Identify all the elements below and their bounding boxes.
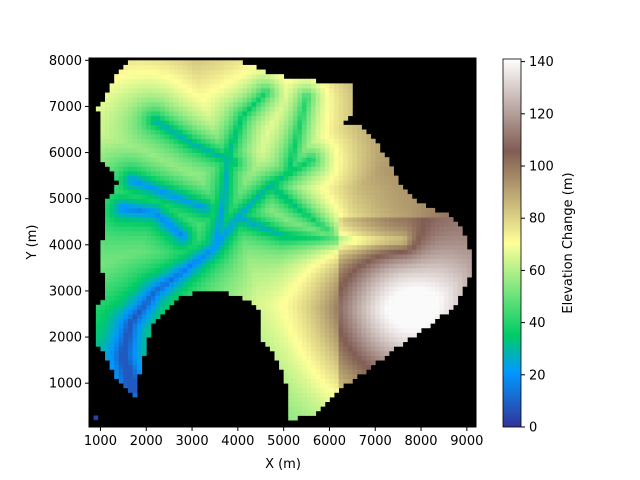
colorbar-label: Elevation Change (m): [561, 172, 576, 313]
elevation-raster: [93, 60, 472, 421]
x-tick-label: 2000: [130, 434, 163, 449]
y-axis: 1000 2000 3000 4000 5000 6000 7000 8000: [49, 54, 89, 392]
y-tick-label: 6000: [49, 146, 82, 161]
plot-frame: [88, 57, 477, 428]
x-tick-label: 1000: [84, 434, 117, 449]
x-tick-label: 4000: [221, 434, 254, 449]
y-tick-label: 4000: [49, 238, 82, 253]
colorbar-axis: 0 20 40 60 80 100 120 140: [521, 55, 554, 436]
colorbar-tick-label: 60: [529, 264, 546, 279]
colorbar-tick-label: 20: [529, 368, 546, 383]
x-tick-label: 8000: [404, 434, 437, 449]
x-axis-label: X (m): [265, 457, 301, 472]
x-tick-label: 5000: [267, 434, 300, 449]
x-axis: 1000 2000 3000 4000 5000 6000 7000 8000 9000: [84, 427, 483, 449]
y-axis-label: Y (m): [25, 225, 40, 261]
y-tick-label: 7000: [49, 100, 82, 115]
colorbar-tick-label: 40: [529, 316, 546, 331]
colorbar-tick-label: 0: [529, 421, 537, 436]
colorbar: [502, 58, 522, 428]
y-tick-label: 1000: [49, 377, 82, 392]
x-tick-label: 3000: [176, 434, 209, 449]
x-tick-label: 9000: [450, 434, 483, 449]
colorbar-tick-label: 100: [529, 160, 554, 175]
colorbar-tick-label: 140: [529, 55, 554, 70]
y-tick-label: 3000: [49, 284, 82, 299]
colorbar-tick-label: 120: [529, 107, 554, 122]
x-tick-label: 6000: [313, 434, 346, 449]
y-tick-label: 2000: [49, 331, 82, 346]
y-tick-label: 5000: [49, 192, 82, 207]
x-tick-label: 7000: [359, 434, 392, 449]
y-tick-label: 8000: [49, 54, 82, 69]
colorbar-tick-label: 80: [529, 212, 546, 227]
